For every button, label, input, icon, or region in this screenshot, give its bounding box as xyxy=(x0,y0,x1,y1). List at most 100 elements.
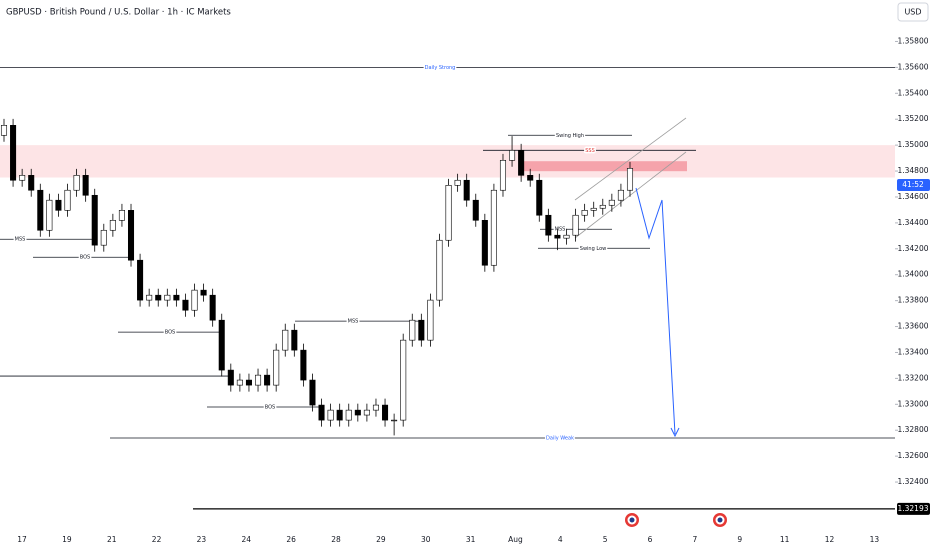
price-tag-label: 1.32193 xyxy=(897,504,928,513)
zone xyxy=(0,145,895,178)
candle-body xyxy=(155,294,162,301)
candle-body xyxy=(518,150,525,176)
level-label: MSS xyxy=(555,227,566,233)
candle-body xyxy=(245,379,252,386)
candle-body xyxy=(400,339,407,421)
candle-body xyxy=(73,175,80,191)
x-tick-label: 19 xyxy=(62,535,72,544)
candle-body xyxy=(55,199,62,211)
x-tick-label: 4 xyxy=(558,535,563,544)
candle-body xyxy=(509,150,516,161)
event-icon[interactable] xyxy=(625,513,639,527)
candle-body xyxy=(545,214,552,236)
candle-body xyxy=(499,159,507,191)
candle-body xyxy=(255,374,262,386)
level-label: Swing High xyxy=(556,133,584,139)
candle-body xyxy=(209,294,216,321)
candle-body xyxy=(137,259,144,301)
y-tick-label: 1.35400 xyxy=(897,88,928,97)
candle-body xyxy=(273,349,280,386)
currency-label[interactable]: USD xyxy=(904,8,921,17)
candle-body xyxy=(354,409,361,416)
zone xyxy=(520,161,687,172)
y-tick-label: 1.35600 xyxy=(897,62,928,71)
candle-body xyxy=(300,349,307,381)
x-tick-label: 7 xyxy=(693,535,698,544)
channel-line xyxy=(574,117,687,201)
candle-body xyxy=(472,199,479,221)
y-tick-label: 1.33000 xyxy=(897,399,928,408)
y-tick-label: 1.34600 xyxy=(897,192,928,201)
x-tick-label: 5 xyxy=(603,535,608,544)
level-label: BOS xyxy=(265,405,275,411)
candle-body xyxy=(191,289,198,311)
candle-body xyxy=(463,179,470,201)
x-tick-label: 23 xyxy=(197,535,207,544)
candle-body xyxy=(10,125,17,181)
event-icon[interactable] xyxy=(713,513,727,527)
candle-body xyxy=(418,319,425,341)
candle-body xyxy=(318,404,325,421)
x-tick-label: 24 xyxy=(242,535,252,544)
candle-body xyxy=(427,299,434,341)
candle-body xyxy=(454,179,461,186)
candle-body xyxy=(436,239,443,301)
candle-body xyxy=(0,125,8,136)
x-tick-label: 30 xyxy=(421,535,431,544)
x-tick-label: 6 xyxy=(648,535,653,544)
candle-body xyxy=(382,404,389,421)
candle-body xyxy=(264,374,271,386)
candle-body xyxy=(82,175,89,196)
x-tick-label: 12 xyxy=(825,535,835,544)
candle-body xyxy=(64,189,71,211)
candle-body xyxy=(291,329,298,351)
candle-body xyxy=(37,189,44,231)
candle-body xyxy=(599,204,606,209)
channel-line xyxy=(574,151,687,239)
candle-body xyxy=(28,175,35,191)
candle-body xyxy=(590,207,597,211)
candle-body xyxy=(527,175,534,181)
candle-body xyxy=(372,404,379,411)
level-label: MSS xyxy=(15,237,26,243)
candle-body xyxy=(127,210,135,261)
level-label: Daily Strong xyxy=(425,65,456,71)
chart-title: GBPUSD · British Pound / U.S. Dollar · 1… xyxy=(6,8,231,18)
x-tick-label: 17 xyxy=(17,535,27,544)
candle-body xyxy=(345,409,352,421)
x-tick-label: 9 xyxy=(737,535,742,544)
y-tick-label: 1.33600 xyxy=(897,322,928,331)
level-label: BOS xyxy=(165,330,175,336)
countdown-tag xyxy=(897,179,930,191)
candle-body xyxy=(445,185,452,241)
candle-body xyxy=(327,409,334,421)
candle-body xyxy=(563,234,570,239)
price-tag xyxy=(897,502,930,515)
y-tick-label: 1.33400 xyxy=(897,347,928,356)
candle-body xyxy=(572,214,579,236)
y-tick-label: 1.34000 xyxy=(897,270,928,279)
x-tick-label: 22 xyxy=(152,535,162,544)
candle-body xyxy=(409,319,416,341)
level-label: Swing Low xyxy=(580,246,606,252)
candle-body xyxy=(164,294,171,301)
candle-body xyxy=(218,319,225,371)
level-label: SSS xyxy=(585,148,595,154)
level-label: Daily Weak xyxy=(546,435,574,441)
y-tick-label: 1.32400 xyxy=(897,477,928,486)
y-tick-label: 1.33200 xyxy=(897,373,928,382)
y-tick-label: 1.35000 xyxy=(897,140,928,149)
y-tick-label: 1.35200 xyxy=(897,114,928,123)
level-label: MSS xyxy=(348,319,359,325)
candle-body xyxy=(536,179,543,216)
x-tick-label: 26 xyxy=(286,535,296,544)
candle-body xyxy=(309,379,316,406)
level-label: BOS xyxy=(80,255,90,261)
countdown: 41:52 xyxy=(902,180,924,189)
currency-button[interactable] xyxy=(897,2,929,22)
candle-body xyxy=(608,199,615,206)
candle-body xyxy=(173,294,180,301)
y-tick-label: 1.34400 xyxy=(897,218,928,227)
candle-body xyxy=(236,379,243,386)
